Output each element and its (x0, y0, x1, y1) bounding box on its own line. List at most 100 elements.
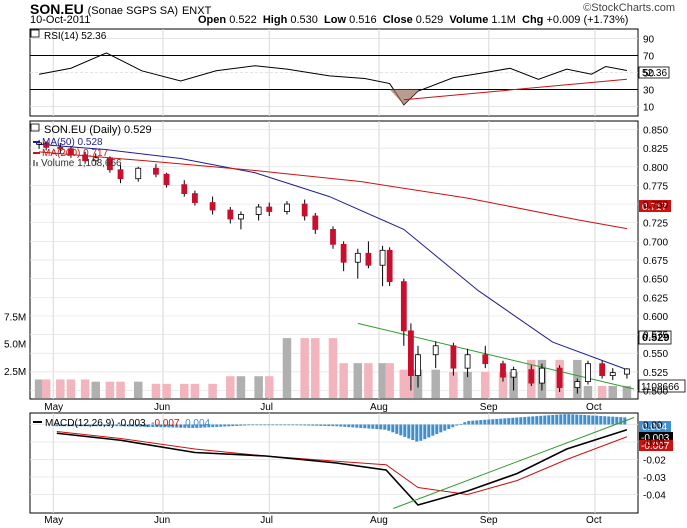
watermark: ©StockCharts.com (583, 2, 675, 14)
volume-legend: Volume 1,108,666 (41, 158, 122, 169)
macd-histogram-bar (275, 424, 279, 426)
gridlines (30, 29, 638, 513)
quote-date: 10-Oct-2011 (30, 14, 91, 26)
macd-histogram-bar (451, 424, 455, 428)
volume-bar (311, 338, 320, 398)
svg-text:0.004: 0.004 (642, 422, 667, 433)
quote-close: 0.529 (415, 14, 444, 26)
candle-body (255, 206, 262, 215)
rsi-value-tag: 52.36 (638, 66, 670, 79)
macd-histogram-bar (111, 424, 115, 427)
price-tick-label: 0.750 (643, 200, 668, 211)
macd-tick-label: -0.03 (643, 473, 666, 484)
macd-histogram-tag: 0.004 (639, 421, 671, 433)
macd-tick-label: -0.01 (643, 438, 666, 449)
month-label-bottom: Oct (586, 515, 602, 526)
quote-open: 0.522 (229, 14, 257, 26)
macd-histogram-bar (119, 424, 123, 427)
volume-bar (364, 363, 373, 398)
candle-body (227, 209, 234, 220)
macd-histogram-bar (423, 424, 427, 440)
candle-body (36, 142, 42, 145)
price-tick-label: 0.625 (643, 293, 668, 304)
price-tick-label: 0.825 (643, 144, 668, 155)
macd-histogram-bar (579, 414, 583, 425)
macd-histogram-bar (415, 424, 419, 442)
quote-line: Open 0.522 High 0.530 Low 0.516 Close 0.… (198, 14, 629, 26)
macd-histogram-bar (583, 415, 587, 425)
month-label-top: Jun (154, 402, 170, 413)
candle-body (191, 193, 198, 203)
quote-high: 0.530 (290, 14, 318, 26)
month-label-bottom: Aug (370, 515, 388, 526)
macd-histogram-bar (315, 424, 319, 426)
volume-bar (91, 381, 100, 398)
panel-icon (30, 29, 40, 38)
candle-body (464, 354, 471, 369)
macd-histogram-bar (311, 424, 315, 426)
candle-body (284, 203, 290, 212)
price-layer (36, 139, 635, 394)
macd-histogram-bar (379, 424, 383, 430)
macd-signal-line (56, 431, 628, 496)
candle-body (415, 354, 421, 377)
macd-histogram-bar (547, 415, 551, 425)
macd-tick-label: 0.00 (643, 421, 663, 432)
quote-change: +0.009 (+1.73%) (546, 14, 629, 26)
candle-body (386, 249, 393, 283)
macd-layer (55, 414, 635, 509)
macd-histogram-bar (511, 417, 515, 425)
volume-tick-label: 2.5M (4, 367, 26, 378)
volume-bar (498, 371, 508, 398)
macd-histogram-bar (391, 424, 395, 433)
macd-histogram-bar (63, 424, 67, 427)
macd-histogram-bar (447, 424, 451, 429)
price-tick-label: 0.850 (643, 125, 668, 136)
candle-body (599, 363, 606, 377)
macd-histogram-bar (551, 414, 555, 425)
macd-histogram-bar (103, 424, 107, 427)
month-label-bottom: Jun (154, 515, 170, 526)
macd-histogram-bar (139, 424, 143, 427)
volume-bar (190, 383, 200, 398)
macd-histogram-bar (151, 424, 155, 428)
macd-histogram-bar (239, 424, 243, 426)
axis-labels: May May Jun Jun Jul Jul Aug Aug Sep Sep Oct Oct 90 70… (4, 35, 668, 527)
macd-signal-tag: -0.007 (639, 440, 673, 452)
macd-histogram-bar (123, 424, 127, 427)
macd-histogram-bar (87, 424, 91, 427)
candle-body (354, 252, 361, 263)
macd-histogram-bar (603, 416, 607, 425)
macd-histogram-bar (67, 424, 71, 427)
rsi-tick-label: 30 (643, 86, 655, 97)
macd-histogram-bar (91, 424, 95, 427)
macd-histogram-bar (295, 424, 299, 426)
candle-body (238, 214, 244, 220)
candle-body (57, 146, 64, 150)
macd-histogram-bar (55, 424, 59, 427)
panel-icon (30, 123, 40, 132)
macd-tick-label: -0.04 (643, 491, 666, 502)
macd-histogram-bar (339, 424, 343, 427)
volume-bar (162, 383, 171, 398)
candle-body (574, 381, 581, 388)
candle-body (330, 229, 336, 245)
macd-histogram-bar (215, 424, 219, 427)
macd-histogram-bar (263, 424, 267, 426)
macd-histogram-bar (407, 424, 411, 439)
macd-histogram-bar (331, 424, 335, 427)
macd-histogram-bar (135, 424, 139, 427)
month-label-top: Aug (370, 402, 388, 413)
svg-text:0.529: 0.529 (642, 332, 670, 344)
candle-body (312, 215, 319, 230)
volume-bar (34, 379, 44, 398)
ma200-legend: MA(200) 0.717 (42, 148, 109, 159)
rsi-tick-label: 10 (643, 103, 655, 114)
macd-histogram-bar (435, 424, 439, 435)
macd-histogram-bar (383, 424, 387, 430)
macd-histogram-bar (71, 424, 75, 427)
macd-histogram-bar (475, 420, 479, 425)
candle-body (408, 330, 414, 377)
ticker-symbol: SON.EU (30, 1, 84, 17)
macd-histogram-bar (563, 414, 567, 425)
